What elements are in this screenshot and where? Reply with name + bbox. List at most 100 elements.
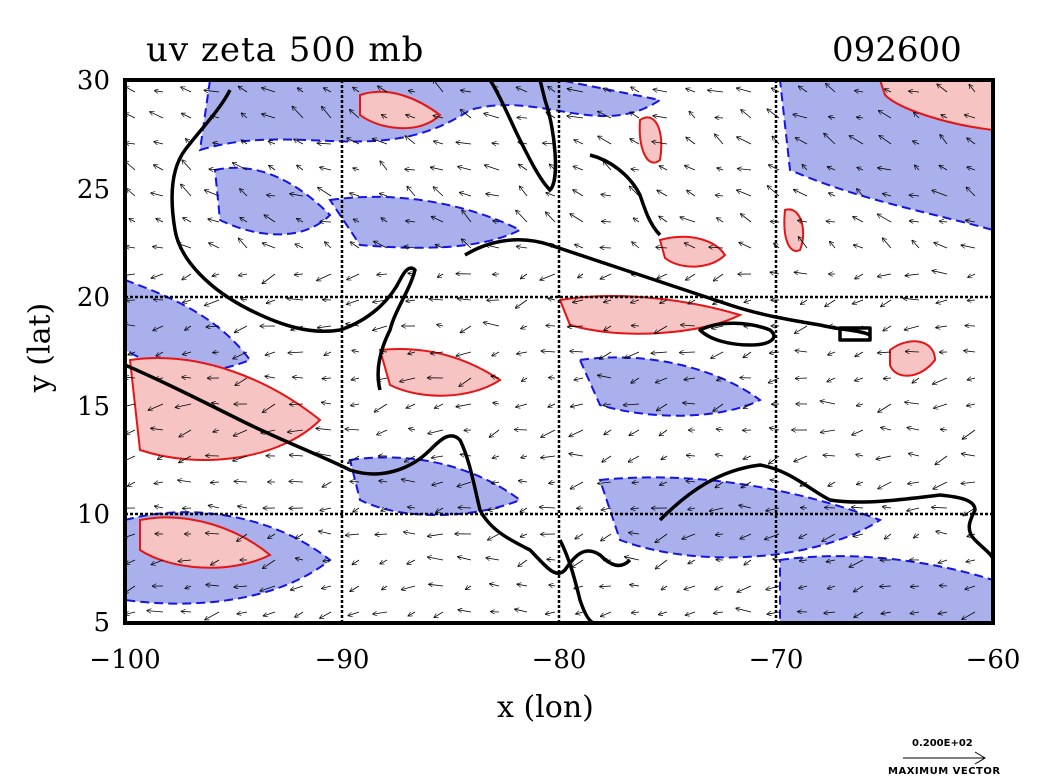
wind-arrow	[716, 455, 724, 457]
wind-arrow	[155, 506, 164, 508]
wind-arrow	[715, 481, 724, 488]
wind-arrow	[350, 585, 360, 591]
wind-arrow	[881, 428, 892, 431]
wind-arrow	[914, 113, 920, 119]
wind-arrow	[373, 300, 388, 302]
wind-arrow	[963, 429, 976, 439]
wind-arrow	[602, 455, 612, 462]
wind-arrow	[185, 325, 192, 330]
wind-arrow	[969, 85, 976, 93]
map-title: uv zeta 500 mb	[146, 30, 425, 70]
wind-arrow	[178, 480, 192, 482]
wind-arrow	[604, 325, 612, 330]
wind-arrow	[154, 165, 164, 171]
wind-arrow	[234, 586, 248, 587]
wind-arrow	[821, 430, 836, 432]
wind-arrow	[239, 274, 248, 276]
wind-arrow	[408, 507, 416, 508]
wind-arrow	[126, 143, 136, 144]
wind-arrow	[769, 377, 780, 383]
wind-arrow	[827, 221, 836, 222]
wind-arrow	[799, 586, 808, 588]
wind-arrow	[657, 190, 668, 197]
wind-arrow	[265, 376, 276, 378]
wind-arrow	[381, 508, 388, 511]
wind-arrow	[290, 194, 304, 196]
wind-arrow	[493, 221, 500, 222]
wind-arrow	[574, 586, 584, 589]
wind-arrow	[178, 243, 192, 249]
wind-arrow	[827, 377, 836, 382]
wind-arrow	[601, 273, 612, 279]
wind-arrow	[630, 139, 640, 145]
wind-arrow	[268, 533, 276, 538]
wind-arrow	[325, 242, 332, 249]
wind-arrow	[434, 611, 444, 617]
y-tick-label: 10	[76, 500, 110, 530]
wind-arrow	[207, 326, 220, 327]
wind-arrow	[878, 403, 892, 412]
wind-arrow	[570, 214, 584, 223]
wind-arrow	[741, 110, 752, 119]
wind-arrow	[458, 610, 472, 612]
wind-arrow	[624, 404, 640, 405]
wind-arrow	[458, 167, 472, 171]
wind-arrow	[857, 117, 864, 118]
wind-arrow	[209, 243, 220, 249]
wind-arrow	[323, 560, 332, 561]
wind-arrow	[353, 507, 360, 512]
wind-arrow	[150, 112, 164, 119]
wind-arrow	[155, 378, 164, 379]
wind-arrow	[936, 299, 948, 303]
wind-arrow	[490, 584, 500, 586]
y-tick-label: 5	[93, 608, 110, 638]
wind-arrow	[796, 378, 808, 379]
wind-arrow	[744, 403, 752, 408]
wind-arrow	[234, 481, 248, 482]
wind-arrow	[377, 429, 388, 435]
wind-arrow	[905, 402, 920, 404]
wind-arrow	[630, 186, 640, 197]
wind-arrow	[520, 186, 528, 197]
wind-arrow	[708, 90, 724, 92]
wind-arrow	[852, 325, 864, 332]
wind-arrow	[293, 377, 304, 378]
wind-arrow	[932, 190, 948, 197]
wind-arrow	[878, 274, 892, 277]
wind-arrow	[380, 351, 388, 352]
wind-arrow	[876, 455, 892, 459]
wind-arrow	[156, 351, 164, 356]
wind-arrow	[517, 584, 528, 586]
wind-arrow	[713, 299, 724, 304]
wind-arrow	[967, 138, 976, 145]
wind-arrow	[654, 89, 668, 92]
wind-arrow	[634, 218, 640, 222]
wind-arrow	[687, 190, 696, 197]
wind-arrow	[125, 455, 136, 462]
wind-arrow	[493, 403, 500, 404]
wind-arrow	[715, 134, 724, 145]
wind-arrow	[267, 195, 276, 196]
wind-arrow	[211, 559, 220, 565]
wind-arrow	[933, 377, 948, 384]
wind-arrow	[686, 611, 696, 615]
wind-arrow	[373, 139, 388, 145]
wind-arrow	[631, 300, 640, 303]
wind-arrow	[744, 559, 752, 565]
wind-arrow	[940, 135, 948, 145]
wind-arrow	[660, 300, 668, 303]
wind-arrow	[717, 168, 724, 170]
wind-arrow	[717, 218, 724, 223]
wind-arrow	[486, 194, 500, 196]
wind-arrow	[574, 166, 584, 171]
wind-arrow	[548, 404, 556, 407]
wind-arrow	[630, 112, 640, 119]
wind-arrow	[909, 91, 920, 92]
wind-arrow	[686, 273, 696, 280]
wind-arrow	[656, 559, 668, 569]
wind-arrow	[824, 134, 836, 145]
wind-arrow	[685, 243, 696, 249]
wind-arrow	[823, 455, 836, 456]
wind-arrow	[604, 300, 612, 302]
wind-arrow	[966, 187, 976, 197]
